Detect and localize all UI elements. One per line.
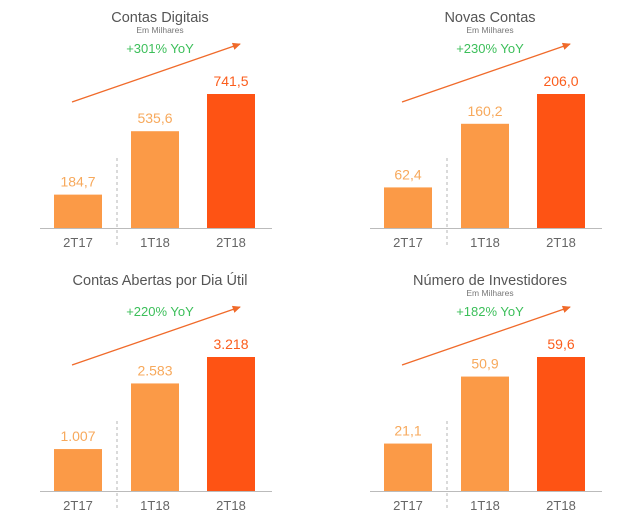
trend-arrow [401, 305, 571, 366]
chart-panel: Número de Investidores Em Milhares +182% Y… [330, 263, 640, 526]
yoy-annotation: +301% YoY [126, 41, 194, 56]
chart-subtitle: Em Milhares [466, 25, 513, 35]
chart-title: Novas Contas [444, 10, 535, 26]
tick-label: 1T18 [140, 235, 170, 250]
chart-title: Contas Abertas por Dia Útil [73, 272, 248, 289]
trend-arrow [401, 42, 571, 103]
tick-label: 2T17 [63, 235, 93, 250]
yoy-annotation: +230% YoY [456, 41, 524, 56]
bar-2t18 [537, 94, 585, 228]
tick-label: 1T18 [470, 498, 500, 513]
tick-label: 2T17 [63, 498, 93, 513]
bar-1t18 [461, 123, 509, 228]
yoy-annotation: +182% YoY [456, 304, 524, 319]
value-label: 206,0 [543, 73, 578, 89]
bar-2t18 [537, 357, 585, 491]
bar-1t18 [131, 131, 179, 228]
chart-title: Contas Digitais [111, 10, 209, 26]
chart-panel: Contas Abertas por Dia Útil +220% YoY 1.00… [0, 263, 320, 526]
value-label: 62,4 [394, 166, 421, 182]
value-label: 160,2 [467, 103, 502, 119]
chart-subtitle: Em Milhares [136, 25, 183, 35]
tick-label: 2T18 [216, 498, 246, 513]
value-label: 2.583 [137, 362, 172, 378]
trend-arrow [71, 42, 241, 103]
bar-2t17 [384, 187, 432, 228]
value-label: 50,9 [471, 356, 498, 372]
chart-svg: Contas Abertas por Dia Útil +220% YoY 1.00… [40, 272, 272, 513]
tick-label: 1T18 [140, 498, 170, 513]
value-label: 21,1 [394, 423, 421, 439]
bar-2t17 [384, 443, 432, 491]
value-label: 535,6 [137, 110, 172, 126]
bar-2t17 [54, 449, 102, 491]
chart-panel: Novas Contas Em Milhares +230% YoY 62,4 160,… [330, 0, 640, 263]
bar-1t18 [461, 376, 509, 491]
value-label: 59,6 [547, 336, 574, 352]
chart-subtitle: Em Milhares [466, 288, 513, 298]
chart-panel: Contas Digitais Em Milhares +301% YoY 184,7… [0, 0, 320, 263]
value-label: 741,5 [213, 73, 248, 89]
bar-1t18 [131, 383, 179, 491]
tick-label: 2T18 [216, 235, 246, 250]
bar-2t18 [207, 357, 255, 491]
tick-label: 2T17 [393, 235, 423, 250]
bar-2t18 [207, 94, 255, 228]
bar-2t17 [54, 194, 102, 228]
yoy-annotation: +220% YoY [126, 304, 194, 319]
value-label: 184,7 [60, 174, 95, 190]
chart-title: Número de Investidores [413, 273, 567, 289]
trend-arrow [71, 305, 241, 366]
tick-label: 1T18 [470, 235, 500, 250]
tick-label: 2T18 [546, 498, 576, 513]
value-label: 1.007 [60, 428, 95, 444]
tick-label: 2T17 [393, 498, 423, 513]
value-label: 3.218 [213, 336, 248, 352]
tick-label: 2T18 [546, 235, 576, 250]
